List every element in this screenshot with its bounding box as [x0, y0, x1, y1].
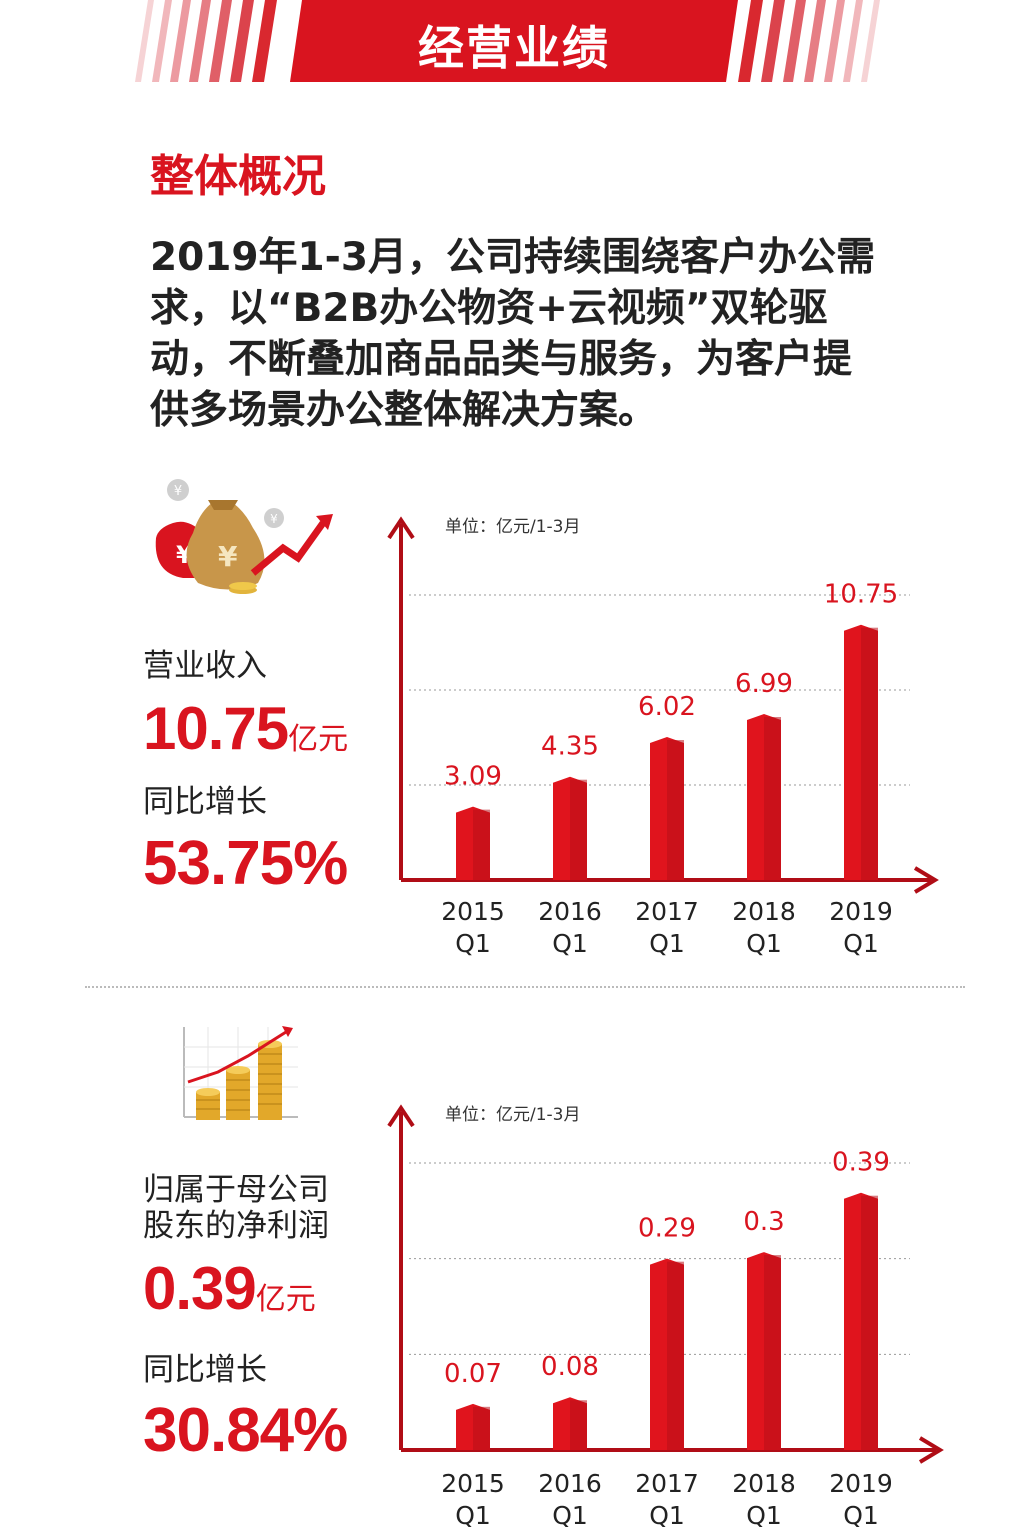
bar-shade [473, 809, 490, 880]
unit-label: 单位：亿元/1-3月 [445, 517, 581, 537]
bar-shade [764, 1255, 781, 1450]
x-axis-arrow [913, 866, 939, 894]
value-label: 6.99 [735, 669, 793, 699]
tick-label-year: 2015 [441, 897, 505, 926]
value-label: 10.75 [824, 580, 898, 610]
bar-shade [861, 1195, 878, 1450]
x-axis-arrow [918, 1436, 944, 1464]
y-axis-arrow [387, 1104, 415, 1128]
value-label: 0.08 [541, 1352, 599, 1382]
bar-shade [667, 740, 684, 880]
y-axis-arrow [387, 516, 415, 540]
tick-label-quarter: Q1 [649, 929, 685, 958]
profit-growth-value: 30.84% [143, 1396, 348, 1465]
banner-title: 经营业绩 [418, 21, 610, 75]
value-label: 4.35 [541, 732, 599, 762]
tick-label-year: 2018 [732, 1469, 796, 1498]
value-label: 0.29 [638, 1214, 696, 1244]
tick-label-quarter: Q1 [649, 1501, 685, 1527]
tick-label-year: 2017 [635, 897, 699, 926]
bar-shade [570, 779, 587, 880]
tick-label-year: 2016 [538, 897, 602, 926]
banner-body [290, 0, 738, 82]
unit-label: 单位：亿元/1-3月 [445, 1105, 581, 1125]
tick-label-year: 2019 [829, 897, 893, 926]
profit-label-line1: 归属于母公司 [143, 1172, 329, 1208]
tick-label-quarter: Q1 [843, 929, 879, 958]
value-label: 0.07 [444, 1359, 502, 1389]
profit-growth-label: 同比增长 [143, 1352, 267, 1388]
profit-unit: 亿元 [255, 1282, 316, 1317]
section-divider [85, 986, 965, 988]
revenue-unit: 亿元 [288, 722, 349, 757]
tick-label-quarter: Q1 [746, 1501, 782, 1527]
profit-value: 0.39亿元 [143, 1255, 316, 1322]
tick-label-quarter: Q1 [843, 1501, 879, 1527]
bar-shade [861, 627, 878, 880]
tick-label-year: 2018 [732, 897, 796, 926]
profit-label-line2: 股东的净利润 [143, 1208, 329, 1244]
tick-label-quarter: Q1 [552, 929, 588, 958]
revenue-growth-label: 同比增长 [143, 784, 267, 820]
tick-label-year: 2019 [829, 1469, 893, 1498]
svg-text:¥: ¥ [270, 512, 278, 526]
bar-shade [667, 1261, 684, 1450]
tick-label-quarter: Q1 [552, 1501, 588, 1527]
bar-shade [473, 1406, 490, 1450]
tick-label-quarter: Q1 [746, 929, 782, 958]
banner-stripes-right [738, 0, 880, 82]
tick-label-year: 2016 [538, 1469, 602, 1498]
intro-paragraph: 2019年1-3月，公司持续围绕客户办公需求，以“B2B办公物资+云视频”双轮驱… [150, 235, 876, 433]
svg-text:¥: ¥ [218, 540, 238, 573]
revenue-value: 10.75亿元 [143, 695, 349, 762]
value-label: 3.09 [444, 762, 502, 792]
section-title: 整体概况 [150, 151, 326, 202]
money-bag-arrow-icon: ¥ ¥ ¥ ¥ [155, 479, 333, 594]
tick-label-year: 2015 [441, 1469, 505, 1498]
value-label: 6.02 [638, 692, 696, 722]
bar-shade [764, 716, 781, 880]
bar-shade [570, 1400, 587, 1450]
tick-label-quarter: Q1 [455, 929, 491, 958]
tick-label-year: 2017 [635, 1469, 699, 1498]
coin-stack-chart-icon [183, 1026, 298, 1120]
banner-stripes-left [135, 0, 277, 82]
tick-label-quarter: Q1 [455, 1501, 491, 1527]
value-label: 0.3 [743, 1207, 784, 1237]
value-label: 0.39 [832, 1148, 890, 1178]
revenue-label: 营业收入 [143, 648, 267, 684]
revenue-growth-value: 53.75% [143, 829, 348, 898]
title-banner [135, 0, 880, 82]
svg-text:¥: ¥ [174, 484, 182, 499]
